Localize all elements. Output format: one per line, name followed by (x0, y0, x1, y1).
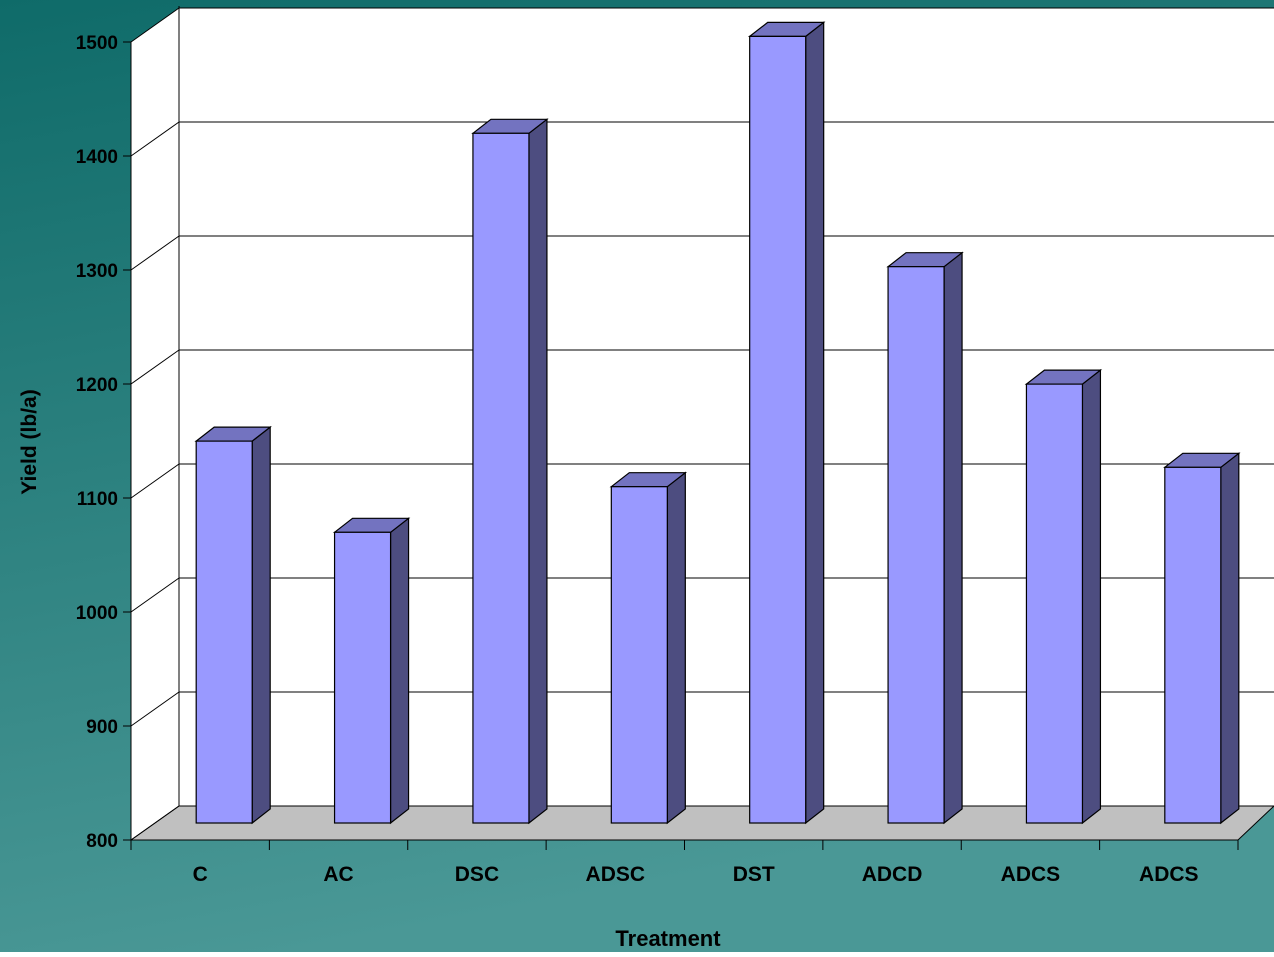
y-axis-label: Yield (lb/a) (18, 389, 41, 494)
bar-side (251, 425, 271, 825)
bar-front (887, 266, 945, 824)
gridline-side (130, 121, 180, 157)
x-tick-label: ADSC (586, 863, 646, 886)
bar-front (195, 440, 253, 824)
y-tick-label: 1300 (76, 261, 118, 282)
bar-side (528, 118, 548, 825)
x-tick-label: ADCD (862, 863, 923, 886)
y-tick-label: 800 (86, 831, 118, 852)
x-tick-label: ADCS (1139, 863, 1199, 886)
gridline-side (130, 691, 180, 727)
bar-front (333, 531, 392, 824)
y-tick-labels: 800 900 1000 1100 1200 1300 1400 1500 (76, 33, 118, 852)
y-tick-label: 1200 (76, 375, 118, 396)
bar-adcs (1024, 368, 1103, 825)
bar-front (1025, 383, 1084, 824)
bar-side (1081, 368, 1102, 825)
gridline-side (130, 349, 180, 385)
gridline-side (130, 463, 180, 499)
gridline-side (130, 7, 180, 43)
y-tick-label: 1000 (76, 603, 118, 624)
bar-adcd (886, 251, 964, 825)
bar-front (610, 486, 668, 824)
bar-side (805, 21, 825, 825)
gridline-side (130, 235, 180, 271)
x-tick-label: DST (733, 863, 775, 886)
bar-dst (747, 21, 826, 825)
bar-adcs (1163, 452, 1241, 825)
y-tick-label: 1500 (76, 33, 118, 54)
x-axis-label: Treatment (615, 926, 721, 951)
side-wall (131, 8, 179, 840)
bar-front (749, 35, 807, 824)
bars (194, 21, 1241, 825)
gridline-side (130, 577, 180, 613)
x-tick-label: ADCS (1001, 863, 1061, 886)
x-tick-labels: C AC DSC ADSC DST ADCD ADCS ADCS (193, 863, 1199, 886)
bar-side (1220, 452, 1240, 825)
bar-side (666, 471, 686, 825)
bar-ac (332, 517, 411, 825)
bar-side (389, 517, 410, 825)
bar-dsc (471, 118, 549, 825)
x-tick-label: C (193, 863, 208, 886)
bar-adsc (609, 471, 688, 825)
bar-side (943, 251, 963, 825)
x-tick-label: DSC (455, 863, 499, 886)
y-tick-label: 1100 (77, 489, 118, 510)
floor (129, 805, 1274, 841)
gridline-side (130, 805, 180, 841)
bar-c (194, 425, 272, 825)
bar-front (1164, 466, 1222, 824)
y-tick-label: 1400 (76, 147, 118, 168)
y-tick-label: 900 (86, 717, 118, 738)
plot-walls (129, 8, 1274, 841)
x-tick-label: AC (323, 863, 353, 886)
bar-front (472, 132, 530, 824)
